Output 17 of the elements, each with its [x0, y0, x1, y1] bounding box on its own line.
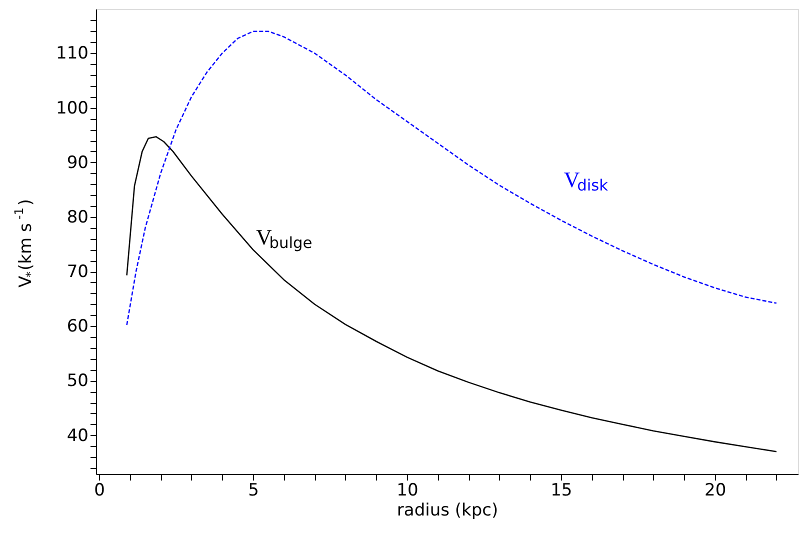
x-axis-title: radius (kpc) — [396, 500, 498, 520]
line-series — [126, 30, 778, 326]
y-tick-label: 80 — [66, 207, 88, 228]
y-tick-label: 70 — [66, 262, 88, 282]
x-tick-label: 10 — [396, 480, 418, 500]
y-tick-label: 40 — [66, 426, 88, 446]
y-axis-title: V*(km s-1) — [12, 199, 38, 288]
x-tick-label: 20 — [704, 480, 726, 500]
x-tick-label: 5 — [248, 480, 259, 500]
y-tick-label: 100 — [56, 98, 88, 118]
y-tick-label: 110 — [56, 44, 88, 64]
x-tick-label: 0 — [94, 480, 105, 500]
y-tick-label: 50 — [66, 371, 88, 392]
line-series — [126, 136, 778, 452]
x-tick-label: 15 — [550, 480, 572, 500]
y-tick-label: 60 — [66, 316, 88, 337]
y-tick-label: 90 — [66, 152, 88, 173]
